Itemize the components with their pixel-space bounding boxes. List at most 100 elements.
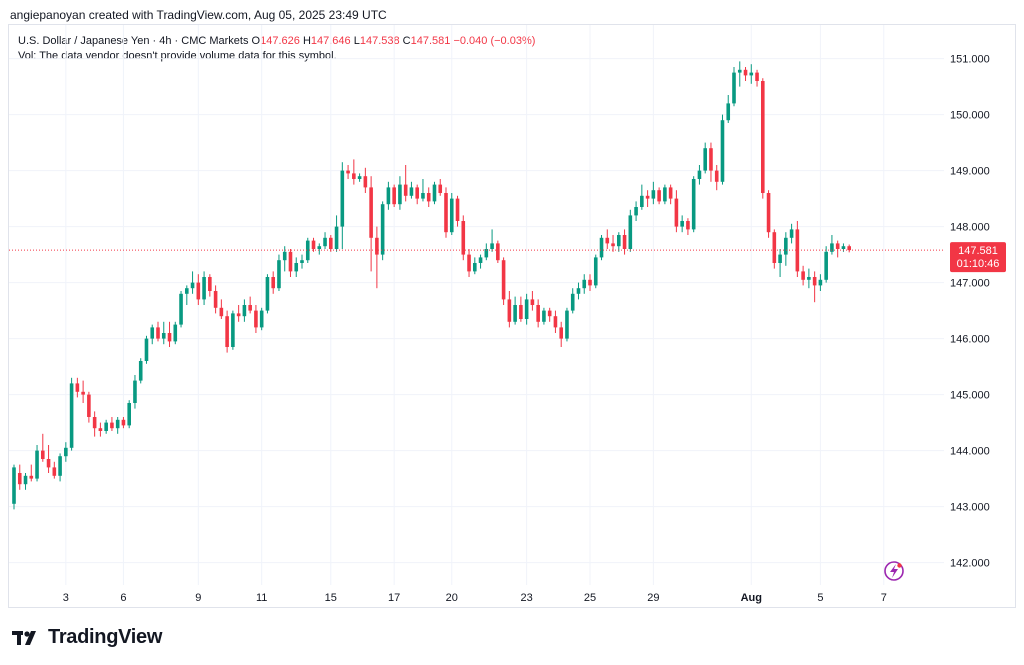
candle-body	[104, 422, 108, 431]
candle-body	[352, 173, 356, 179]
lightning-icon[interactable]	[884, 561, 904, 581]
candle-body	[812, 277, 817, 286]
candle-body	[369, 187, 373, 238]
candle-body	[219, 307, 224, 317]
candle-body	[12, 467, 16, 504]
price-axis[interactable]: 142.000 143.000 144.000 145.000 146.000 147.0…	[950, 54, 990, 570]
candle-down	[81, 380, 85, 403]
candle-up	[732, 67, 736, 107]
y-tick-label: 145.000	[950, 390, 990, 402]
candle-body	[703, 148, 707, 171]
candle-body	[530, 299, 535, 305]
candle-body	[334, 226, 339, 249]
candle-body	[403, 184, 408, 196]
candle-down	[426, 187, 431, 207]
candle-body	[323, 237, 327, 247]
candle-body	[490, 243, 494, 249]
candle-up	[830, 235, 834, 255]
candle-body	[847, 246, 851, 251]
attribution-text: angiepanoyan created with TradingView.co…	[10, 8, 387, 22]
candle-up	[323, 232, 327, 249]
legend-symbol[interactable]: U.S. Dollar / Japanese Yen · 4h · CMC Ma…	[18, 35, 249, 47]
candle-down	[605, 229, 610, 249]
candle-down	[455, 195, 460, 227]
candle-body	[173, 324, 178, 342]
candle-body	[714, 170, 719, 182]
x-tick-label: 15	[325, 592, 337, 604]
candle-body	[801, 271, 805, 280]
candle-up	[478, 254, 483, 269]
candle-body	[23, 475, 28, 485]
candle-up	[784, 232, 788, 266]
candle-body	[634, 207, 638, 216]
candle-down	[271, 271, 275, 294]
candle-up	[484, 243, 489, 261]
candle-up	[340, 162, 345, 249]
y-tick-label: 144.000	[950, 446, 990, 458]
last-price-value: 147.581	[958, 245, 998, 257]
candle-body	[547, 310, 552, 317]
candle-body	[674, 198, 679, 227]
candle-body	[259, 310, 264, 328]
candle-up	[259, 307, 264, 331]
candle-up	[23, 473, 28, 490]
candle-down	[110, 417, 114, 431]
candle-body	[789, 229, 794, 238]
candle-up	[150, 324, 155, 345]
candle-body	[686, 221, 690, 230]
candle-up	[115, 417, 120, 434]
candle-body	[501, 260, 506, 300]
candle-body	[519, 305, 523, 319]
candle-up	[185, 285, 189, 305]
candle-down	[29, 464, 34, 482]
candle-body	[161, 333, 166, 339]
candle-body	[311, 240, 316, 249]
x-tick-label: 20	[446, 592, 458, 604]
candle-body	[386, 187, 391, 205]
grid-lines	[9, 25, 944, 585]
candle-body	[588, 279, 592, 286]
candle-body	[761, 81, 765, 193]
candle-down	[559, 321, 563, 347]
candle-up	[300, 254, 304, 269]
x-tick-label: 29	[647, 592, 659, 604]
candle-body	[570, 293, 575, 311]
legend-low-value: 147.538	[359, 35, 400, 47]
candle-body	[81, 391, 85, 395]
candle-down	[213, 285, 218, 314]
candle-down	[208, 274, 212, 297]
x-tick-label: 23	[521, 592, 533, 604]
candle-down	[835, 240, 840, 258]
candle-down	[611, 235, 615, 252]
x-tick-label: 6	[120, 592, 126, 604]
candle-up	[640, 184, 644, 210]
candle-body	[680, 221, 684, 227]
candle-body	[841, 246, 846, 249]
candle-up	[490, 229, 494, 252]
candle-down	[288, 249, 293, 277]
chart-frame	[8, 24, 1016, 608]
candle-up	[380, 201, 385, 261]
candle-up	[691, 176, 696, 233]
candle-body	[271, 277, 275, 289]
time-axis[interactable]: 3 6 9 11 15 17 20 23 25 29 Aug 5 7	[63, 592, 887, 604]
tradingview-logo[interactable]: TradingView	[12, 626, 162, 649]
candle-body	[150, 327, 155, 339]
candle-up	[565, 307, 569, 342]
candle-body	[277, 260, 281, 289]
candle-up	[582, 274, 587, 294]
candle-body	[29, 475, 34, 479]
candle-body	[288, 251, 293, 272]
candle-body	[265, 277, 270, 311]
candle-body	[438, 184, 443, 193]
candle-body	[75, 383, 80, 392]
chart-legend: U.S. Dollar / Japanese Yen · 4h · CMC Ma…	[18, 34, 535, 64]
candle-down	[444, 187, 448, 238]
candle-up	[513, 296, 517, 325]
candle-body	[663, 187, 667, 202]
candle-down	[236, 305, 241, 322]
candle-up	[807, 268, 811, 289]
candle-body	[553, 316, 558, 328]
candle-up	[58, 453, 62, 482]
